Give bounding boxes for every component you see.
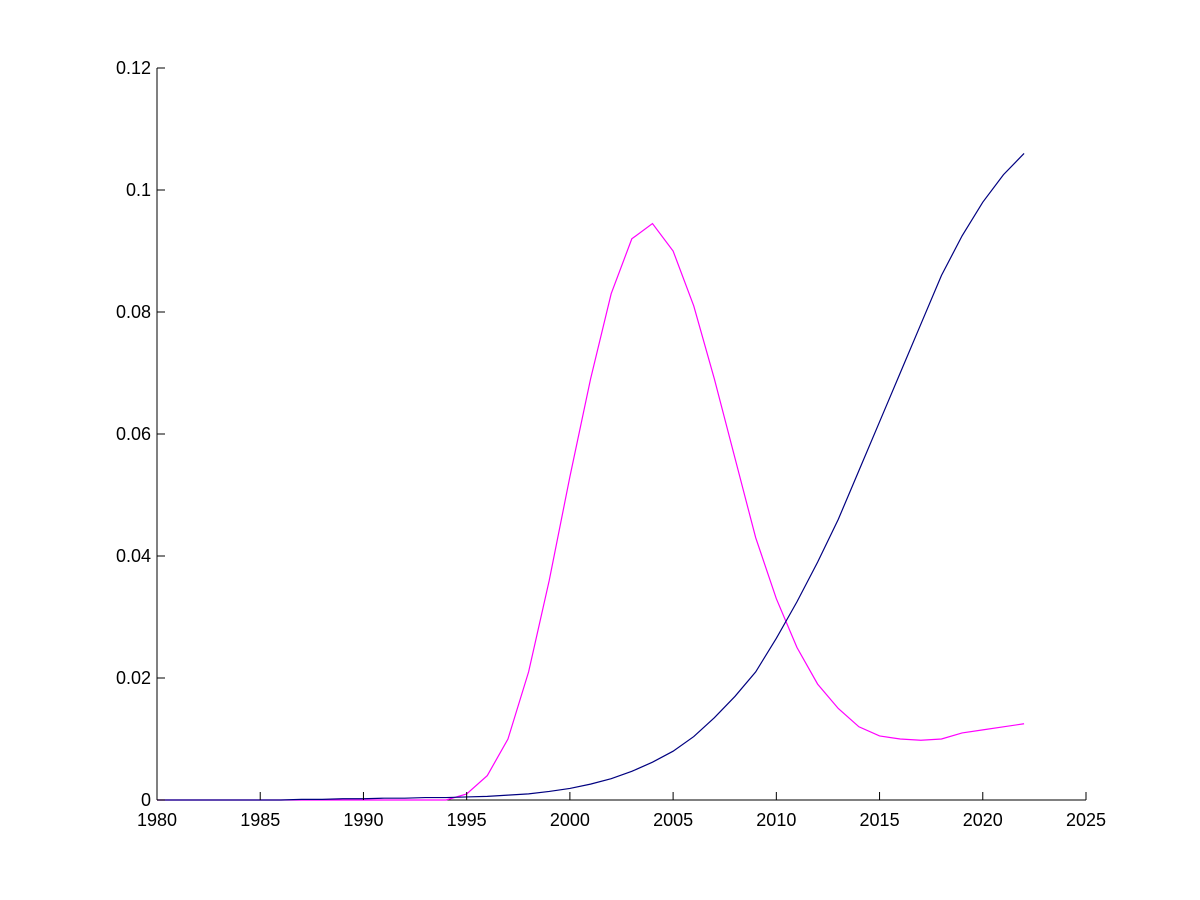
x-tick-label: 2005	[653, 810, 693, 830]
series-line-navy	[157, 152, 1025, 801]
x-tick-label: 1985	[240, 810, 280, 830]
x-tick-label: 2020	[963, 810, 1003, 830]
y-tick-label: 0.06	[116, 424, 151, 444]
x-tick-label: 2000	[550, 810, 590, 830]
x-tick-label: 1990	[343, 810, 383, 830]
y-tick-label: 0.12	[116, 58, 151, 78]
x-tick-label: 2010	[756, 810, 796, 830]
y-tick-label: 0.08	[116, 302, 151, 322]
x-tick-label: 2015	[860, 810, 900, 830]
x-axis-ticks: 1980 1985 1990 1995 2000 2005 2010 2015 2020 2025	[137, 792, 1106, 830]
y-tick-label: 0.1	[126, 180, 151, 200]
series-layer	[157, 152, 1025, 801]
y-tick-label: 0	[141, 790, 151, 810]
y-axis-ticks: 0 0.02 0.04 0.06 0.08 0.1 0.12	[116, 58, 165, 810]
series-line-magenta	[157, 222, 1025, 801]
axes	[156, 68, 1086, 801]
x-tick-label: 1980	[137, 810, 177, 830]
x-tick-label: 1995	[447, 810, 487, 830]
x-tick-label: 2025	[1066, 810, 1106, 830]
y-tick-label: 0.04	[116, 546, 151, 566]
y-tick-label: 0.02	[116, 668, 151, 688]
